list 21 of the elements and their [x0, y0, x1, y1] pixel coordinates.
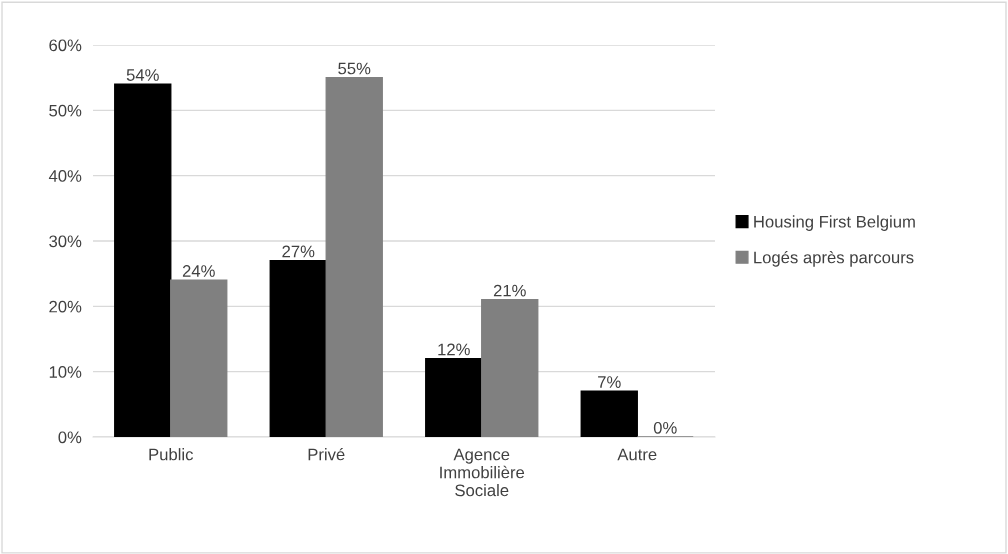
data-label: 27% — [282, 245, 315, 258]
y-tick-label: 0% — [58, 431, 82, 444]
x-tick-label: Public — [149, 448, 194, 461]
data-label: 7% — [598, 376, 621, 388]
y-tick-label: 10% — [49, 366, 82, 378]
legend-label: Housing First Belgium — [754, 215, 915, 231]
y-tick-label: 20% — [49, 300, 82, 313]
data-label: 55% — [338, 62, 371, 75]
data-label: 12% — [438, 343, 470, 356]
data-label: 54% — [126, 69, 159, 81]
y-tick-label: 40% — [48, 170, 82, 182]
x-tick-label: Autre — [617, 448, 657, 461]
data-label: 21% — [493, 284, 526, 297]
x-tick-label: Privé — [308, 447, 345, 461]
data-label: 0% — [653, 421, 677, 434]
x-tick-label: Agence Immobilière Sociale — [440, 448, 525, 497]
y-tick-label: 60% — [49, 39, 82, 52]
y-tick-label: 50% — [49, 104, 82, 117]
legend-label: Logés après parcours — [754, 250, 914, 267]
y-tick-label: 30% — [49, 235, 82, 248]
data-label: 24% — [182, 265, 215, 277]
